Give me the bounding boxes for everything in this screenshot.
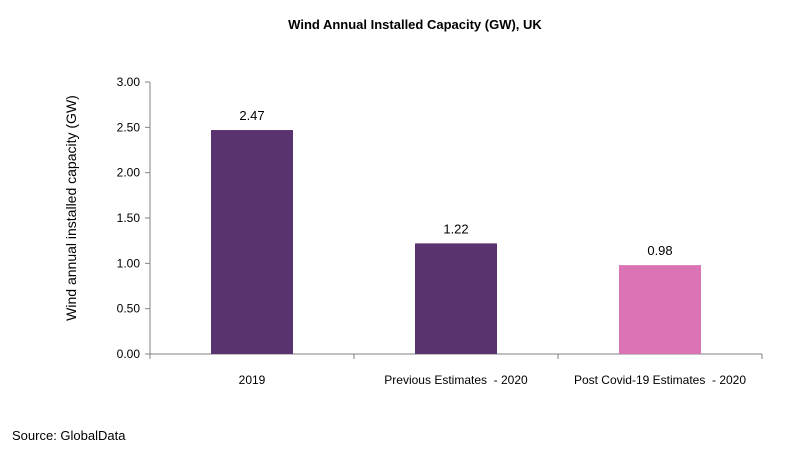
x-axis: 2019 Previous Estimates - 2020 Post Covid-… [149,353,763,387]
bar [415,243,497,354]
data-label: 0.98 [647,243,672,258]
y-axis-title: Wind annual installed capacity (GW) [63,95,79,321]
y-tick-label: 2.50 [117,120,141,134]
y-tick-label: 1.50 [117,211,141,225]
data-labels: 2.47 1.22 0.98 [239,108,672,258]
x-tick-label: Previous Estimates - 2020 [384,373,528,387]
y-tick-label: 0.00 [117,347,141,361]
y-tick-label: 0.50 [117,302,141,316]
x-tick-label: 2019 [239,373,266,387]
y-tick-label: 1.00 [117,256,141,270]
y-tick-label: 2.00 [117,166,141,180]
bar [211,130,293,354]
chart-title: Wind Annual Installed Capacity (GW), UK [288,17,542,32]
bar [619,265,701,354]
x-tick-label: Post Covid-19 Estimates - 2020 [574,373,746,387]
bars [211,130,701,354]
data-label: 1.22 [443,221,468,236]
y-tick-label: 3.00 [117,75,141,89]
y-axis: 0.00 0.50 1.00 1.50 2.00 2.50 3.00 [117,75,151,361]
source-note: Source: GlobalData [12,428,126,443]
data-label: 2.47 [239,108,264,123]
